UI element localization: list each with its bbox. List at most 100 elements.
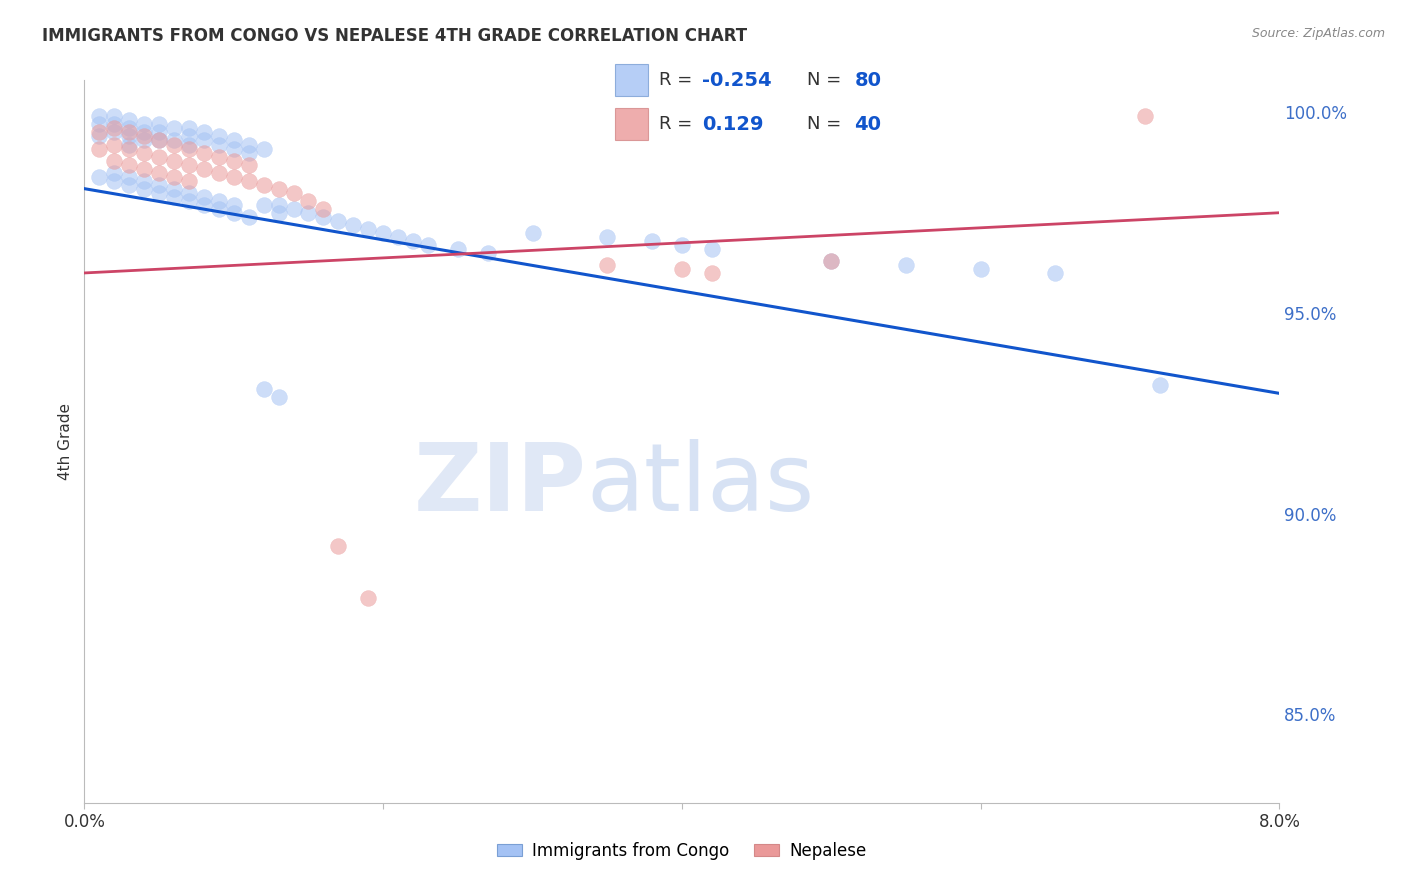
Point [267, 182, 290, 196]
Point [103, 110, 125, 124]
Point [208, 150, 231, 164]
Point [373, 226, 395, 240]
Point [522, 226, 544, 240]
Point [402, 234, 425, 248]
Point [148, 178, 170, 192]
Point [132, 145, 156, 160]
Point [208, 194, 231, 208]
Text: 80: 80 [855, 70, 882, 89]
Legend: Immigrants from Congo, Nepalese: Immigrants from Congo, Nepalese [491, 836, 873, 867]
Point [820, 254, 842, 268]
Point [163, 134, 186, 148]
Point [283, 186, 305, 200]
Point [671, 262, 693, 277]
Point [238, 137, 260, 152]
Point [253, 178, 276, 192]
Text: Source: ZipAtlas.com: Source: ZipAtlas.com [1251, 27, 1385, 40]
Point [193, 190, 215, 204]
Point [970, 262, 993, 277]
Text: 0.129: 0.129 [703, 115, 763, 134]
Point [89, 169, 111, 184]
Point [387, 230, 409, 244]
Point [148, 186, 170, 200]
Point [148, 134, 170, 148]
Point [222, 134, 245, 148]
Point [208, 137, 231, 152]
Point [148, 166, 170, 180]
Point [118, 129, 141, 144]
Point [1149, 378, 1171, 392]
Point [118, 142, 141, 156]
Point [328, 539, 350, 553]
Point [132, 182, 156, 196]
Point [177, 174, 200, 188]
Point [89, 129, 111, 144]
Point [700, 266, 723, 280]
Point [103, 166, 125, 180]
Point [222, 198, 245, 212]
Point [163, 190, 186, 204]
Point [89, 118, 111, 132]
Point [132, 174, 156, 188]
Point [222, 169, 245, 184]
Point [416, 238, 439, 252]
Point [103, 126, 125, 140]
Point [193, 126, 215, 140]
Point [118, 137, 141, 152]
Point [89, 126, 111, 140]
Point [238, 145, 260, 160]
Bar [614, 64, 648, 95]
Point [297, 206, 319, 220]
Point [222, 142, 245, 156]
Point [253, 198, 276, 212]
Point [238, 210, 260, 224]
Point [357, 222, 380, 236]
Point [238, 158, 260, 172]
Point [177, 142, 200, 156]
Point [357, 591, 380, 606]
Point [641, 234, 664, 248]
Point [477, 246, 499, 260]
Point [118, 113, 141, 128]
Point [1045, 266, 1067, 280]
Text: atlas: atlas [586, 439, 814, 531]
Point [177, 186, 200, 200]
Point [222, 206, 245, 220]
Point [208, 129, 231, 144]
Point [132, 118, 156, 132]
Point [148, 134, 170, 148]
Point [447, 242, 470, 256]
Point [118, 178, 141, 192]
Point [177, 137, 200, 152]
Text: N =: N = [807, 115, 846, 133]
Point [118, 158, 141, 172]
Point [148, 150, 170, 164]
Point [253, 383, 276, 397]
Point [267, 198, 290, 212]
Point [103, 153, 125, 168]
Text: ZIP: ZIP [413, 439, 586, 531]
Text: R =: R = [658, 71, 697, 89]
Point [208, 202, 231, 216]
Point [193, 134, 215, 148]
Point [103, 174, 125, 188]
Point [132, 161, 156, 176]
Point [89, 110, 111, 124]
Text: IMMIGRANTS FROM CONGO VS NEPALESE 4TH GRADE CORRELATION CHART: IMMIGRANTS FROM CONGO VS NEPALESE 4TH GR… [42, 27, 748, 45]
Point [132, 126, 156, 140]
Point [163, 137, 186, 152]
Text: -0.254: -0.254 [703, 70, 772, 89]
Point [89, 142, 111, 156]
Point [283, 202, 305, 216]
Point [103, 121, 125, 136]
Point [312, 202, 335, 216]
Point [596, 258, 619, 272]
Point [820, 254, 842, 268]
Point [177, 158, 200, 172]
Bar [614, 109, 648, 140]
Point [177, 129, 200, 144]
Point [208, 166, 231, 180]
Point [148, 126, 170, 140]
Point [267, 391, 290, 405]
Point [118, 126, 141, 140]
